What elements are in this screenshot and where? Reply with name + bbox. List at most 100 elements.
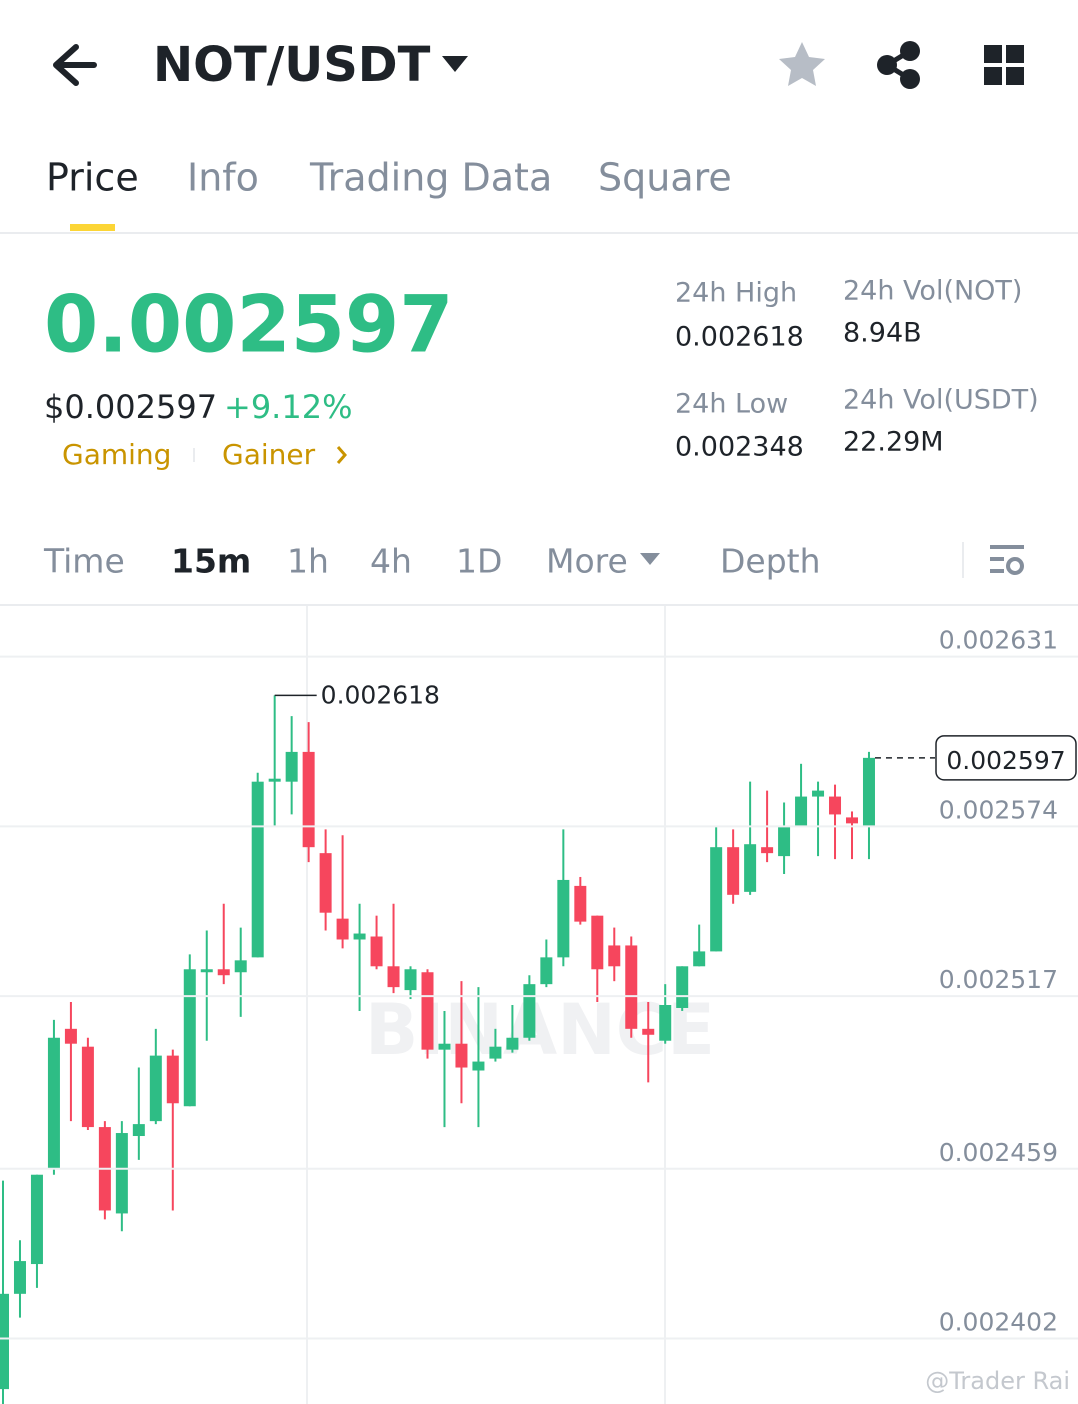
candle-body (115, 1133, 128, 1214)
interval[interactable]: 4h (370, 542, 412, 581)
candle-body (540, 957, 553, 985)
candle-body (795, 796, 808, 827)
tag[interactable]: Gaming (62, 438, 171, 471)
candle-body (30, 1174, 43, 1265)
candle-body (591, 915, 604, 970)
candle-body (319, 853, 332, 913)
divider (0, 604, 1078, 606)
y-tick-label: 0.002631 (939, 626, 1058, 655)
candle-body (200, 969, 213, 973)
candle-body (183, 969, 196, 1107)
tag[interactable]: Gainer (222, 438, 316, 471)
share-node (900, 41, 920, 61)
price-change: +9.12% (224, 388, 352, 426)
y-tick-label: 0.002574 (939, 795, 1058, 824)
layout-cell (1006, 45, 1024, 63)
candle-body (472, 1061, 485, 1071)
y-tick-label: 0.002517 (939, 965, 1058, 994)
candle-body (710, 847, 723, 952)
candle-body (370, 936, 383, 967)
candle-body (251, 781, 264, 958)
candle-body (862, 757, 875, 827)
tab[interactable]: Info (187, 156, 259, 200)
price-axis: 0.002402 0.002459 0.002517 0.002574 0.002631 (0, 626, 1078, 1340)
candle-body (438, 1043, 451, 1050)
layout-cell (984, 45, 1002, 63)
tab[interactable]: Trading Data (309, 156, 552, 200)
stat-label: 24h Vol(NOT) (843, 276, 1022, 307)
candle-body (557, 879, 570, 958)
watermark: @Trader Rai (925, 1367, 1070, 1395)
layout-cell (1006, 67, 1024, 85)
pair-title[interactable]: NOT/USDT (153, 37, 431, 93)
settings-gear (1006, 557, 1024, 575)
chart-settings[interactable] (990, 545, 1024, 575)
interval[interactable]: Time (43, 542, 125, 581)
candle-body (336, 918, 349, 940)
candle-body (81, 1046, 94, 1128)
settings-bar (990, 545, 1024, 549)
layout-button[interactable] (984, 45, 1024, 85)
candle-body (676, 966, 689, 1008)
tab-indicator (70, 224, 115, 231)
settings-bar (990, 569, 1004, 573)
divider (0, 232, 1078, 234)
candle-body (302, 751, 315, 848)
favorite-star[interactable] (779, 42, 825, 86)
back-arrow (53, 44, 97, 86)
last-price-box (935, 735, 1077, 781)
y-tick-label: 0.002402 (939, 1307, 1058, 1336)
candle-body (387, 966, 400, 988)
share-node (877, 55, 897, 75)
candle-body (353, 933, 366, 940)
candle-body (455, 1043, 468, 1068)
stat-label: 24h Low (675, 389, 788, 420)
usd-price: $0.002597 (44, 388, 217, 426)
more-dropdown[interactable] (640, 553, 660, 565)
candle-body (64, 1028, 77, 1044)
back-button[interactable] (53, 44, 97, 86)
candle-body (234, 960, 247, 973)
candle-body (13, 1261, 26, 1294)
last-price: 0.002597 (44, 280, 454, 370)
candle-body (659, 1005, 672, 1041)
candle-body (421, 972, 434, 1050)
candle-body (404, 969, 417, 991)
candle-body (846, 817, 858, 824)
candle-body (149, 1055, 162, 1122)
candle-body (744, 844, 757, 892)
stat-value: 22.29M (843, 427, 944, 458)
candle-body (761, 847, 774, 854)
tag-chevron (336, 446, 347, 464)
candle-body (829, 796, 842, 815)
candle-body (693, 951, 706, 967)
pair-dropdown[interactable] (442, 56, 468, 72)
high-marker-label: 0.002618 (321, 680, 440, 709)
divider (962, 542, 964, 578)
stat-label: 24h Vol(USDT) (843, 385, 1039, 416)
share-button[interactable] (877, 41, 920, 89)
candle-body (574, 885, 587, 922)
candle-body (812, 790, 825, 797)
interval[interactable]: 15m (171, 542, 251, 581)
interval[interactable]: 1D (456, 542, 502, 581)
last-price-label: 0.002597 (946, 746, 1065, 775)
interval[interactable]: 1h (287, 542, 329, 581)
candle-body (778, 826, 791, 857)
candle-body (285, 751, 298, 782)
tab[interactable]: Price (46, 156, 139, 200)
stat-value: 0.002348 (675, 432, 804, 463)
candle-body (608, 945, 621, 967)
tab[interactable]: Square (598, 156, 732, 200)
candle-body (625, 945, 638, 1029)
interval[interactable]: More (546, 542, 628, 581)
candle-body (132, 1124, 145, 1137)
candle-body (268, 778, 281, 782)
y-tick-label: 0.002459 (939, 1138, 1058, 1167)
stat-value: 0.002618 (675, 322, 804, 353)
interval[interactable]: Depth (720, 542, 821, 581)
candle-body (523, 984, 536, 1038)
settings-bar (990, 557, 1004, 561)
candle-body (727, 847, 740, 895)
